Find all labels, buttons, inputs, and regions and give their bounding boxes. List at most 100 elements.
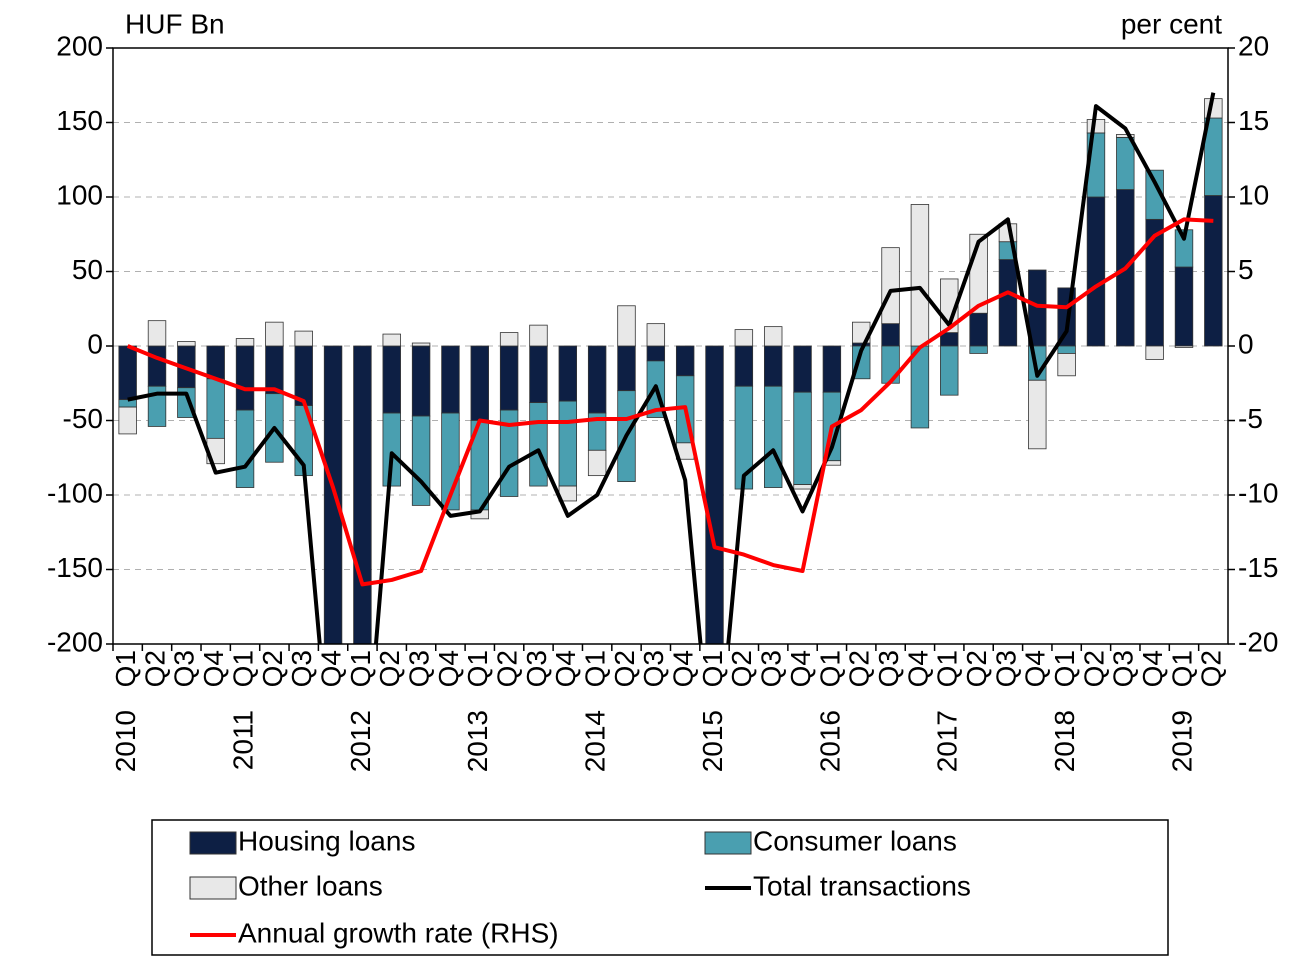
bar [235, 409, 255, 488]
bar [529, 324, 548, 347]
x-group-label: 2012 [345, 710, 376, 772]
x-tick-label: Q4 [1020, 650, 1051, 687]
bar [763, 326, 783, 347]
y2-axis-label: per cent [1121, 8, 1222, 39]
y-tick-label: -50 [63, 403, 103, 434]
bar [382, 412, 401, 487]
bar [382, 333, 401, 347]
x-group-label: 2010 [110, 710, 141, 772]
bar [969, 345, 988, 354]
bar [998, 259, 1018, 347]
x-tick-label: Q2 [961, 650, 992, 687]
x-tick-label: Q2 [726, 650, 757, 687]
legend-label: Total transactions [753, 870, 971, 901]
bar [675, 345, 695, 377]
y-tick-label: 100 [56, 179, 103, 210]
bar [265, 321, 284, 347]
bar [1086, 196, 1106, 347]
bar [705, 345, 724, 644]
bar [411, 345, 431, 417]
bar [793, 345, 812, 393]
bar [793, 484, 812, 490]
x-group-label: 2013 [462, 710, 493, 772]
x-group-label: 2016 [814, 710, 845, 772]
x-tick-label: Q1 [697, 650, 728, 687]
legend-label: Consumer loans [753, 825, 957, 856]
bar [147, 345, 167, 387]
x-tick-label: Q1 [1166, 650, 1197, 687]
line [126, 217, 1214, 587]
x-tick-label: Q2 [374, 650, 405, 687]
y2-tick-label: -10 [1238, 477, 1278, 508]
x-tick-label: Q3 [756, 650, 787, 687]
y2-tick-label: -20 [1238, 626, 1278, 657]
y2-tick-label: -5 [1238, 403, 1263, 434]
x-group-label: 2011 [227, 710, 258, 770]
bar [206, 345, 225, 380]
bar [529, 402, 548, 487]
bar [910, 345, 930, 429]
bar [235, 338, 255, 347]
x-tick-label: Q3 [873, 650, 904, 687]
x-tick-label: Q4 [902, 650, 933, 687]
y-tick-label: -150 [47, 552, 103, 583]
bar [470, 345, 489, 421]
x-tick-label: Q1 [814, 650, 845, 687]
y2-tick-label: 0 [1238, 328, 1254, 359]
x-group-label: 2018 [1049, 710, 1080, 772]
x-tick-label: Q2 [1196, 650, 1227, 687]
bar [910, 204, 930, 347]
bar [499, 345, 519, 411]
x-tick-label: Q4 [433, 650, 464, 687]
y2-tick-label: 5 [1238, 254, 1254, 285]
x-tick-label: Q1 [227, 650, 258, 687]
bar [763, 345, 783, 387]
x-tick-label: Q4 [315, 650, 346, 687]
x-tick-label: Q1 [462, 650, 493, 687]
bar [969, 312, 988, 347]
bar [646, 345, 666, 362]
x-tick-label: Q3 [990, 650, 1021, 687]
bar [118, 406, 137, 435]
x-tick-label: Q2 [844, 650, 875, 687]
bar [118, 345, 137, 401]
x-tick-label: Q4 [668, 650, 699, 687]
legend-label: Housing loans [238, 825, 415, 856]
bar [1204, 195, 1223, 347]
x-tick-label: Q4 [1137, 650, 1168, 687]
bar [147, 320, 167, 347]
legend-swatch [189, 876, 237, 900]
x-tick-label: Q2 [1078, 650, 1109, 687]
x-group-label: 2014 [580, 710, 611, 772]
bar [1057, 345, 1076, 354]
bar [734, 329, 754, 347]
y-axis-label: HUF Bn [125, 8, 225, 39]
y-tick-label: 200 [56, 30, 103, 61]
bar [265, 345, 284, 395]
y-tick-label: -200 [47, 626, 103, 657]
y2-tick-label: 10 [1238, 179, 1269, 210]
bar [1057, 353, 1076, 377]
y-tick-label: 0 [87, 328, 103, 359]
x-tick-label: Q3 [403, 650, 434, 687]
x-tick-label: Q3 [521, 650, 552, 687]
bar [1145, 345, 1164, 360]
x-group-label: 2015 [697, 710, 728, 772]
y-tick-label: -100 [47, 477, 103, 508]
bar [881, 323, 900, 347]
bar [940, 332, 959, 347]
x-tick-label: Q1 [110, 650, 141, 687]
x-tick-label: Q1 [345, 650, 376, 687]
bar [1028, 379, 1047, 450]
x-tick-label: Q3 [638, 650, 669, 687]
bar [881, 345, 900, 384]
legend: Housing loans Consumer loans Other loans To… [189, 825, 971, 948]
x-tick-label: Q2 [492, 650, 523, 687]
y2-tick-label: 15 [1238, 105, 1269, 136]
legend-swatch [704, 831, 752, 855]
bar [411, 342, 431, 347]
x-tick-label: Q1 [932, 650, 963, 687]
x-tick-label: Q2 [609, 650, 640, 687]
bars [118, 98, 1223, 749]
bar [324, 719, 342, 749]
